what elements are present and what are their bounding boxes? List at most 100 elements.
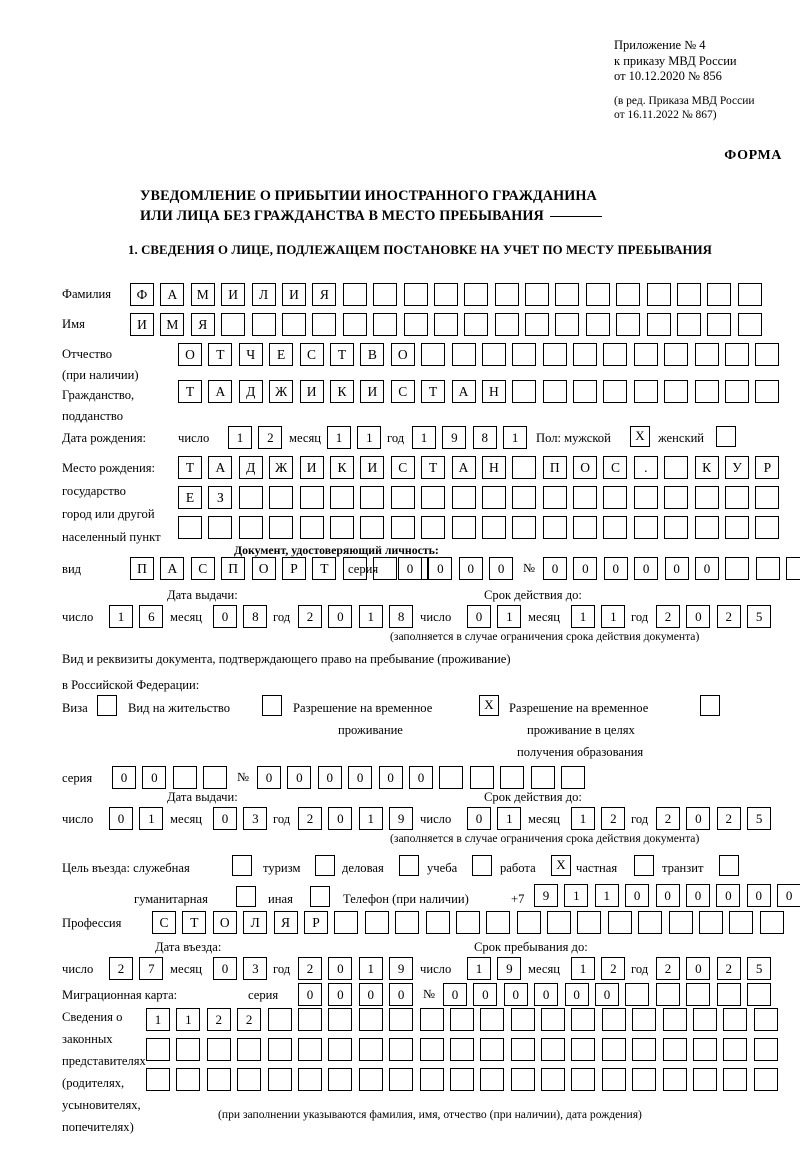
char-cell[interactable]: 3 xyxy=(243,957,268,980)
char-cell[interactable] xyxy=(693,1068,718,1091)
char-cell[interactable]: И xyxy=(281,283,306,306)
char-cell[interactable]: 2 xyxy=(656,807,680,830)
char-cell[interactable]: 0 xyxy=(389,983,414,1006)
char-cell[interactable] xyxy=(662,1008,687,1031)
char-cell[interactable] xyxy=(707,313,732,336)
char-cell[interactable]: А xyxy=(160,557,185,580)
char-cell[interactable] xyxy=(603,380,628,403)
char-cell[interactable] xyxy=(707,283,732,306)
char-cell[interactable] xyxy=(525,313,550,336)
char-cell[interactable] xyxy=(560,766,585,789)
char-cell[interactable]: 0 xyxy=(467,605,491,628)
char-cell[interactable]: 0 xyxy=(746,884,771,907)
char-cell[interactable]: 1 xyxy=(412,426,436,449)
sex-female-checkbox[interactable] xyxy=(716,426,736,447)
purpose-humanitarian-checkbox[interactable] xyxy=(236,886,256,907)
char-cell[interactable]: И xyxy=(299,456,324,479)
char-cell[interactable] xyxy=(573,516,598,539)
char-cell[interactable] xyxy=(786,557,800,580)
char-cell[interactable]: Д xyxy=(238,456,263,479)
char-cell[interactable] xyxy=(542,486,567,509)
char-cell[interactable] xyxy=(759,911,784,934)
char-cell[interactable] xyxy=(510,1038,535,1061)
char-cell[interactable] xyxy=(555,313,580,336)
char-cell[interactable]: 0 xyxy=(358,983,383,1006)
char-cell[interactable]: И xyxy=(130,313,154,336)
char-cell[interactable]: Т xyxy=(312,557,337,580)
char-cell[interactable] xyxy=(725,516,750,539)
char-cell[interactable] xyxy=(542,343,567,366)
char-cell[interactable]: 2 xyxy=(656,605,680,628)
char-cell[interactable]: 0 xyxy=(213,605,237,628)
char-cell[interactable]: Ж xyxy=(269,380,294,403)
char-cell[interactable]: 8 xyxy=(472,426,497,449)
char-cell[interactable] xyxy=(329,486,354,509)
char-cell[interactable] xyxy=(542,380,567,403)
char-cell[interactable] xyxy=(267,1038,292,1061)
char-cell[interactable] xyxy=(206,1038,231,1061)
char-cell[interactable] xyxy=(577,911,602,934)
char-cell[interactable] xyxy=(451,486,476,509)
char-cell[interactable] xyxy=(573,486,598,509)
char-cell[interactable] xyxy=(449,1068,474,1091)
char-cell[interactable] xyxy=(755,343,780,366)
char-cell[interactable]: 1 xyxy=(594,884,619,907)
char-cell[interactable] xyxy=(449,1038,474,1061)
char-cell[interactable] xyxy=(480,1038,505,1061)
char-cell[interactable] xyxy=(664,516,689,539)
char-cell[interactable] xyxy=(542,516,567,539)
char-cell[interactable]: 0 xyxy=(777,884,800,907)
char-cell[interactable] xyxy=(607,911,632,934)
char-cell[interactable]: Р xyxy=(755,456,780,479)
char-cell[interactable]: 1 xyxy=(571,807,595,830)
char-cell[interactable] xyxy=(358,1068,383,1091)
char-cell[interactable] xyxy=(328,1008,353,1031)
char-cell[interactable]: 2 xyxy=(298,807,322,830)
visa-checkbox[interactable] xyxy=(97,695,117,716)
purpose-tourism-checkbox[interactable] xyxy=(315,855,335,876)
char-cell[interactable] xyxy=(616,313,641,336)
char-cell[interactable] xyxy=(206,1068,231,1091)
char-cell[interactable] xyxy=(480,1008,505,1031)
char-cell[interactable] xyxy=(633,486,658,509)
char-cell[interactable]: 1 xyxy=(571,605,595,628)
char-cell[interactable]: К xyxy=(329,380,354,403)
char-cell[interactable] xyxy=(390,516,415,539)
char-cell[interactable]: А xyxy=(451,456,476,479)
char-cell[interactable] xyxy=(469,766,494,789)
char-cell[interactable] xyxy=(334,911,359,934)
char-cell[interactable] xyxy=(238,516,263,539)
char-cell[interactable]: С xyxy=(390,380,415,403)
purpose-private-checkbox[interactable] xyxy=(634,855,654,876)
char-cell[interactable]: 0 xyxy=(112,766,136,789)
char-cell[interactable] xyxy=(603,343,628,366)
char-cell[interactable]: 1 xyxy=(571,957,595,980)
char-cell[interactable]: 2 xyxy=(109,957,133,980)
char-cell[interactable] xyxy=(421,516,446,539)
char-cell[interactable] xyxy=(421,343,446,366)
char-cell[interactable]: Т xyxy=(421,456,446,479)
char-cell[interactable] xyxy=(510,1008,535,1031)
char-cell[interactable]: . xyxy=(633,456,658,479)
char-cell[interactable] xyxy=(632,1068,657,1091)
char-cell[interactable]: Е xyxy=(178,486,202,509)
char-cell[interactable] xyxy=(358,1038,383,1061)
char-cell[interactable] xyxy=(646,313,671,336)
char-cell[interactable] xyxy=(664,343,689,366)
char-cell[interactable] xyxy=(530,766,555,789)
char-cell[interactable]: Т xyxy=(178,456,202,479)
char-cell[interactable]: 2 xyxy=(237,1008,262,1031)
char-cell[interactable] xyxy=(299,486,324,509)
char-cell[interactable]: 0 xyxy=(287,766,312,789)
char-cell[interactable] xyxy=(358,1008,383,1031)
